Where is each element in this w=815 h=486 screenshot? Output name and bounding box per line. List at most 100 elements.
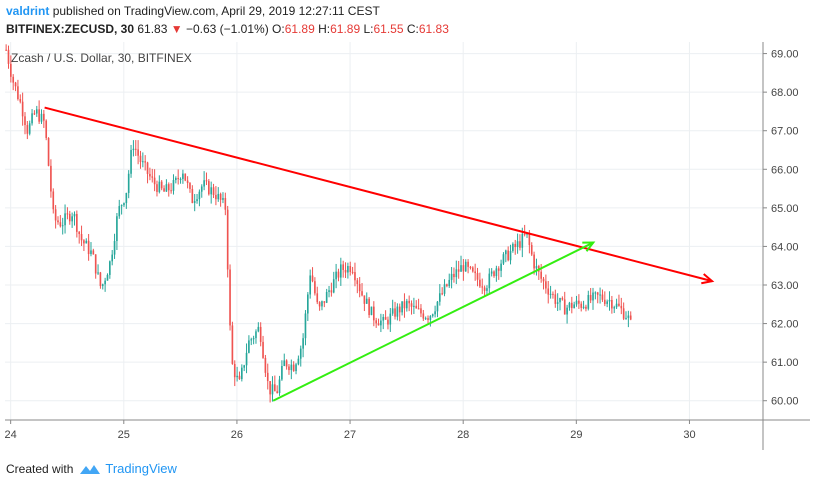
candle-body bbox=[578, 300, 580, 304]
candle-body bbox=[205, 180, 208, 182]
candle-body bbox=[415, 305, 418, 309]
candle-body bbox=[335, 271, 337, 280]
candle-body bbox=[490, 271, 493, 274]
high-value: 61.89 bbox=[330, 22, 361, 36]
candle-body bbox=[547, 288, 550, 295]
candle-body bbox=[460, 265, 462, 272]
candle-body bbox=[611, 299, 613, 309]
candle-body bbox=[592, 292, 594, 301]
x-tick-label: 28 bbox=[457, 429, 469, 441]
candle-body bbox=[438, 293, 441, 302]
candle-body bbox=[318, 302, 321, 307]
price-change: −0.63 (−1.01%) bbox=[185, 22, 269, 36]
x-tick-label: 30 bbox=[683, 429, 695, 441]
candle-body bbox=[495, 268, 498, 277]
candle-body bbox=[342, 264, 345, 270]
candle-body bbox=[361, 291, 363, 296]
chart-area[interactable]: 69.00 68.00 67.00 66.00 65.00 64.00 63.00 62.00… bbox=[5, 42, 810, 452]
candle-body bbox=[31, 113, 33, 124]
candle-body bbox=[509, 250, 512, 261]
x-tick-label: 27 bbox=[344, 429, 356, 441]
candle-body bbox=[196, 199, 198, 202]
candle-body bbox=[368, 298, 370, 316]
candle-body bbox=[292, 364, 295, 372]
candle-body bbox=[156, 184, 158, 192]
close-value: 61.83 bbox=[418, 22, 449, 36]
candle-body bbox=[497, 268, 500, 271]
publish-info: valdrint published on TradingView.com, A… bbox=[6, 4, 380, 18]
candle-body bbox=[332, 279, 335, 293]
candle-body bbox=[523, 233, 526, 235]
candle-body bbox=[66, 213, 69, 215]
candles bbox=[5, 44, 632, 403]
candle-body bbox=[80, 234, 83, 241]
created-with-text: Created with bbox=[6, 461, 74, 476]
candle-body bbox=[264, 357, 267, 373]
tradingview-brand[interactable]: TradingView bbox=[105, 461, 177, 476]
candle-body bbox=[540, 271, 542, 279]
candle-body bbox=[563, 299, 566, 315]
candle-body bbox=[339, 264, 342, 278]
candle-body bbox=[469, 266, 472, 268]
candle-body bbox=[420, 308, 422, 314]
candle-body bbox=[5, 49, 7, 51]
candle-body bbox=[243, 365, 246, 368]
x-tick-label: 29 bbox=[570, 429, 582, 441]
candle-body bbox=[476, 273, 479, 280]
candle-body bbox=[90, 250, 92, 255]
candle-body bbox=[19, 99, 22, 102]
y-tick-label: 63.00 bbox=[771, 280, 799, 292]
candle-body bbox=[127, 173, 130, 193]
candle-body bbox=[422, 313, 425, 319]
candle-body bbox=[556, 302, 559, 304]
candle-body bbox=[200, 186, 203, 192]
candle-body bbox=[120, 205, 123, 207]
price-chart[interactable]: 69.00 68.00 67.00 66.00 65.00 64.00 63.00 62.00… bbox=[5, 42, 810, 452]
candle-body bbox=[589, 294, 592, 301]
x-tick-label: 26 bbox=[231, 429, 243, 441]
candle-body bbox=[172, 180, 175, 191]
candle-body bbox=[603, 299, 606, 304]
last-price: 61.83 bbox=[137, 22, 168, 36]
candle-body bbox=[431, 314, 434, 317]
author-name[interactable]: valdrint bbox=[6, 4, 50, 18]
candle-body bbox=[83, 240, 85, 244]
candle-body bbox=[210, 187, 213, 195]
candle-body bbox=[233, 363, 236, 378]
candle-body bbox=[28, 123, 31, 134]
candle-body bbox=[436, 301, 439, 312]
candle-body bbox=[35, 109, 38, 114]
y-tick-label: 66.00 bbox=[771, 164, 799, 176]
candle-body bbox=[45, 120, 48, 139]
candle-body bbox=[123, 203, 125, 206]
candle-body bbox=[321, 301, 323, 307]
candle-body bbox=[257, 326, 260, 332]
candle-body bbox=[575, 300, 578, 305]
candle-body bbox=[116, 216, 118, 242]
candle-body bbox=[446, 284, 448, 287]
candle-body bbox=[118, 206, 121, 217]
candle-body bbox=[417, 308, 420, 310]
candle-body bbox=[299, 348, 302, 359]
y-tick-label: 69.00 bbox=[771, 49, 799, 61]
candle-body bbox=[52, 191, 55, 210]
resistance-trendline[interactable] bbox=[44, 106, 713, 283]
candle-body bbox=[222, 198, 224, 200]
candle-body bbox=[139, 155, 142, 163]
candle-body bbox=[627, 315, 630, 318]
candle-body bbox=[153, 177, 156, 185]
candle-body bbox=[248, 340, 250, 353]
candle-body bbox=[344, 269, 347, 273]
candle-body bbox=[587, 294, 590, 309]
candle-body bbox=[561, 298, 564, 300]
candle-body bbox=[302, 338, 304, 349]
candle-body bbox=[594, 292, 597, 294]
candle-body bbox=[316, 293, 319, 303]
candle-body bbox=[134, 148, 137, 150]
candle-body bbox=[38, 109, 40, 122]
candle-body bbox=[618, 303, 620, 306]
candle-body bbox=[625, 317, 627, 319]
support-trendline[interactable] bbox=[272, 241, 594, 402]
candle-body bbox=[238, 375, 241, 380]
candle-body bbox=[573, 304, 575, 309]
